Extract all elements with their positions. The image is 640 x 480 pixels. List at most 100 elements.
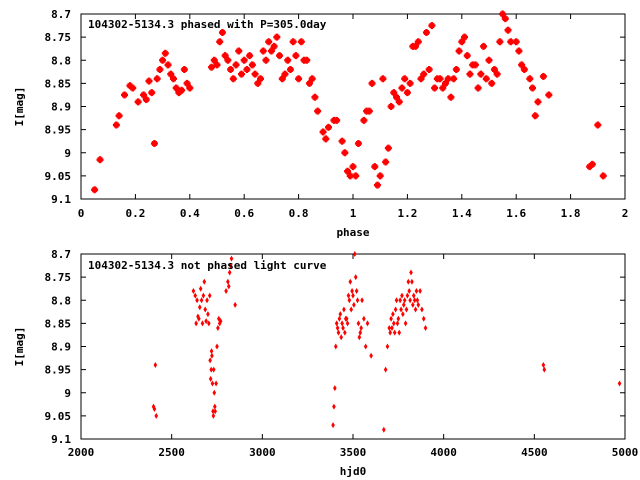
data-point-arm [414,42,417,50]
data-point-arm [305,56,308,64]
data-point-arm [457,47,461,55]
y-axis-label: I[mag] [13,327,26,367]
data-point-arm [547,91,551,99]
data-point [347,297,352,304]
y-tick-label: 8.7 [51,8,71,21]
data-point [394,297,399,304]
data-point [209,366,213,373]
data-point [200,320,205,327]
data-point-arm [534,112,537,120]
data-point-arm [213,56,216,64]
data-point-arm [123,91,126,99]
data-point-arm [264,56,268,64]
data-point-arm [468,70,472,78]
data-point [408,297,412,304]
data-point-arm [93,186,96,194]
x-tick-label: 4000 [430,446,457,459]
data-point-arm [234,61,238,69]
data-point [198,285,203,292]
data-point [355,297,360,304]
plot-frame [80,253,626,440]
data-point-arm [316,107,319,115]
data-point-arm [98,156,102,164]
data-point-arm [210,63,213,71]
data-point-arm [188,84,191,92]
data-point [344,315,349,322]
data-point [542,366,547,373]
data-point-arm [147,77,151,85]
data-point-arm [376,181,379,189]
data-point-arm [229,66,232,73]
data-point-arm [311,75,314,83]
data-point-arm [433,84,436,92]
x-tick-label: 0.4 [180,207,200,220]
data-point [353,251,357,257]
plot-frame [80,13,626,200]
data-point-arm [256,79,259,87]
data-point-arm [346,167,349,175]
data-point-arm [128,82,132,90]
data-point-arm [504,15,507,23]
data-point-arm [474,61,477,69]
x-tick-label: 0.6 [234,207,254,220]
data-point [350,288,354,294]
data-point [210,352,214,359]
data-point [407,288,412,294]
data-point-arm [460,38,463,46]
data-point-arm [509,38,512,46]
data-point [203,306,208,313]
data-point [423,325,428,331]
data-point-arm [452,75,455,83]
data-point-arm [406,89,409,97]
data-point-arm [389,103,393,110]
data-point [338,311,343,318]
data-point [197,304,202,311]
data-point [412,297,417,304]
data-point [332,403,336,410]
data-point [360,297,364,304]
data-point [195,297,199,304]
data-point [333,385,337,392]
data-point [345,320,350,327]
data-point-arm [490,79,493,87]
data-point-arm [463,33,466,41]
data-point [216,325,220,331]
data-point [395,320,400,327]
data-point [406,278,411,285]
y-tick-label: 8.75 [45,31,72,44]
data-point [191,288,196,294]
data-point [385,343,390,350]
data-point [194,320,198,327]
data-point-arm [520,61,523,69]
data-point-arm [368,107,371,115]
data-point [209,348,214,355]
data-point-arm [485,75,488,83]
data-point [346,292,351,299]
data-point-arm [517,47,521,55]
data-point-arm [523,66,526,73]
y-tick-label: 8.85 [45,77,72,90]
data-point [393,306,398,313]
data-point-arm [142,91,145,99]
data-point [405,292,410,299]
data-point-arm [281,75,284,83]
x-tick-label: 1.2 [397,207,417,220]
data-point [342,306,346,313]
data-point-arm [115,121,118,129]
data-point-arm [324,135,327,143]
data-point [211,412,216,419]
data-point-arm [180,86,183,94]
data-point-arm [237,47,240,55]
data-point-arm [308,79,311,87]
data-point [617,380,622,387]
data-point-arm [381,75,385,83]
data-point [358,329,363,336]
data-point-arm [487,56,491,64]
data-point [224,288,228,294]
data-point-arm [449,93,453,101]
data-point-arm [403,75,406,83]
data-point-arm [476,84,480,92]
chart-title: 104302-5134.3 not phased light curve [88,259,327,272]
data-point-arm [455,66,458,73]
